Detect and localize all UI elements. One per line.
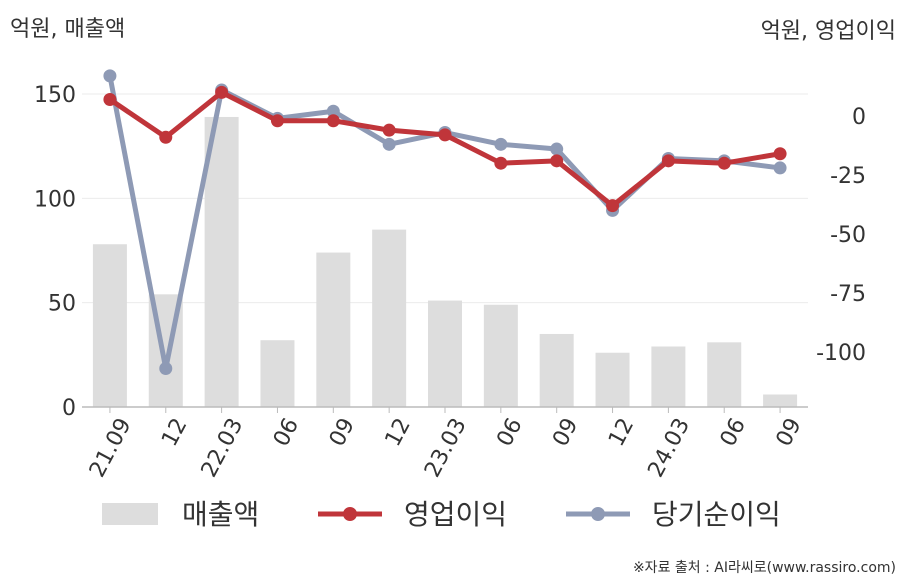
legend-label: 영업이익 xyxy=(404,498,507,531)
x-tick-label: 21.09 xyxy=(85,414,137,481)
operating-profit-point xyxy=(215,85,229,99)
legend-label: 당기순이익 xyxy=(652,498,781,531)
operating-profit-point xyxy=(159,130,173,144)
revenue-bar xyxy=(483,304,518,407)
operating-profit-point xyxy=(326,114,340,128)
operating-profit-point xyxy=(773,147,787,161)
x-tick-label: 12 xyxy=(157,414,192,450)
revenue-bar xyxy=(428,300,462,407)
left-tick-label: 150 xyxy=(34,83,76,108)
left-tick-label: 0 xyxy=(62,396,76,421)
legend-marker-operating-profit xyxy=(343,507,357,521)
revenue-bar xyxy=(707,342,742,407)
x-tick-label: 09 xyxy=(325,414,360,450)
line-series xyxy=(103,69,787,376)
left-tick-label: 50 xyxy=(48,292,76,317)
x-tick-label: 06 xyxy=(269,414,304,450)
x-tick-label: 09 xyxy=(772,414,807,450)
right-tick-label: -75 xyxy=(830,282,866,307)
net-income-point xyxy=(103,69,117,83)
revenue-bar xyxy=(92,244,127,407)
operating-profit-point xyxy=(382,123,396,137)
operating-profit-point xyxy=(717,156,731,170)
legend-marker-net-income xyxy=(591,507,605,521)
legend-label: 매출액 xyxy=(182,498,259,531)
revenue-bar xyxy=(763,394,798,407)
net-income-point xyxy=(159,362,173,376)
revenue-bar xyxy=(372,229,407,407)
revenue-bar xyxy=(316,252,351,407)
operating-profit-point xyxy=(550,154,564,168)
right-tick-label: -50 xyxy=(830,223,866,248)
legend: 매출액 영업이익 당기순이익 xyxy=(102,498,781,531)
net-income-point xyxy=(773,161,787,175)
net-income-point xyxy=(550,142,564,156)
net-income-point xyxy=(382,137,396,151)
right-tick-label: -100 xyxy=(816,341,866,366)
grid-lines xyxy=(82,93,808,304)
net-income-point xyxy=(326,104,340,118)
operating-profit-point xyxy=(438,128,452,142)
operating-profit-point xyxy=(103,92,117,106)
x-tick-label: 06 xyxy=(492,414,527,450)
right-axis-title: 억원, 영업이익 xyxy=(761,19,896,44)
revenue-bar xyxy=(204,116,239,407)
source-note: ※자료 출처 : AI라씨로(www.rassiro.com) xyxy=(633,560,896,576)
right-tick-label: 0 xyxy=(852,105,866,130)
x-tick-label: 23.03 xyxy=(420,414,472,481)
operating-profit-point xyxy=(661,154,675,168)
revenue-bar xyxy=(539,333,574,407)
revenue-bar xyxy=(595,352,630,407)
right-tick-label: -25 xyxy=(830,164,866,189)
left-tick-label: 100 xyxy=(34,187,76,212)
bar-series xyxy=(92,116,798,407)
x-tick-label: 06 xyxy=(716,414,751,450)
left-axis-title: 억원, 매출액 xyxy=(10,17,125,42)
x-tick-label: 24.03 xyxy=(643,414,695,481)
operating-profit-point xyxy=(606,199,620,213)
x-tick-label: 12 xyxy=(381,414,416,450)
revenue-bar xyxy=(651,346,686,407)
legend-swatch-revenue xyxy=(102,503,158,525)
x-tick-label: 22.03 xyxy=(197,414,249,481)
x-tick-label: 12 xyxy=(604,414,639,450)
x-tick-label: 09 xyxy=(548,414,583,450)
operating-profit-point xyxy=(494,156,508,170)
operating-profit-point xyxy=(270,114,284,128)
revenue-bar xyxy=(260,340,295,407)
net-income-point xyxy=(494,137,508,151)
